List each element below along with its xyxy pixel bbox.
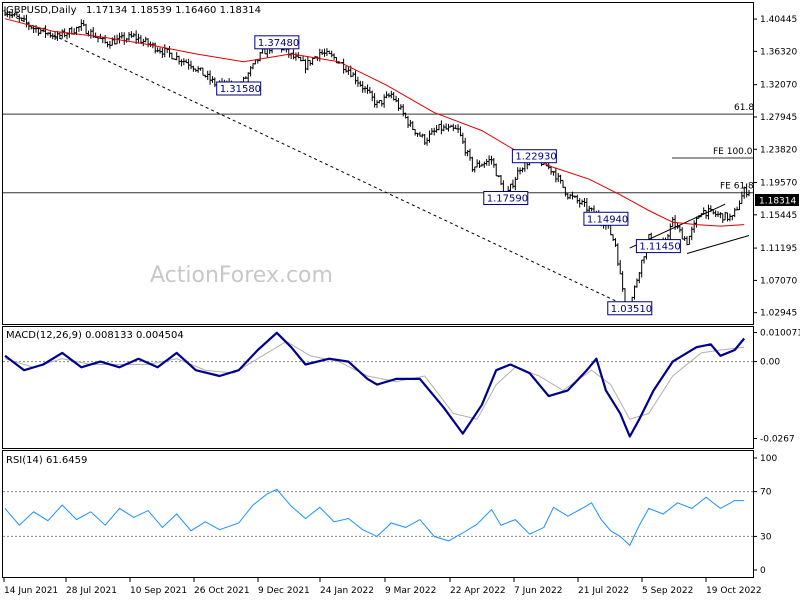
x-tick-label: 14 Jun 2021	[4, 586, 58, 596]
rsi-levels	[3, 491, 753, 537]
x-tick-label: 22 Apr 2022	[450, 586, 506, 596]
channel-lower	[686, 235, 750, 255]
swing-label-box	[216, 81, 262, 96]
trend-lines	[4, 11, 750, 309]
rsi-line	[4, 488, 745, 547]
price-bars	[3, 6, 751, 315]
swing-label-box	[635, 239, 681, 254]
swing-label: 1.11450	[635, 239, 681, 254]
rsi-tick-label: 0	[760, 566, 766, 576]
x-tick-label: 24 Jan 2022	[320, 586, 374, 596]
swing-label-text: 1.37480	[258, 38, 299, 49]
macd-lines	[4, 331, 746, 438]
macd-tick-label: 0.00	[760, 358, 780, 368]
swing-label-text: 1.31580	[220, 84, 261, 95]
x-tick-label: 5 Sep 2022	[642, 586, 693, 596]
current-price: 1.18314	[759, 197, 796, 207]
swing-label-text: 1.11450	[639, 242, 680, 253]
price-tick-label: 1.19570	[760, 179, 797, 189]
macd-title: MACD(12,26,9) 0.008133 0.004504	[6, 330, 184, 341]
rsi-panel-frame	[2, 450, 754, 578]
macd-panel-frame	[2, 326, 754, 449]
macd-main	[4, 331, 746, 438]
x-tick-label: 28 Jul 2021	[66, 586, 117, 596]
price-tick-label: 1.23820	[760, 145, 797, 155]
swing-label: 1.37480	[254, 35, 300, 50]
fib-61-8-label: 61.8	[734, 103, 754, 113]
swing-label-text: 1.22930	[515, 152, 556, 163]
swing-label-box	[607, 301, 653, 316]
swing-label-box	[254, 35, 300, 50]
swing-label: 1.03510	[607, 301, 653, 316]
swing-label: 1.31580	[216, 81, 262, 96]
x-tick-label: 7 Jun 2022	[514, 586, 562, 596]
current-price-tag	[755, 194, 799, 206]
watermark: ActionForex.com	[150, 263, 333, 288]
swing-label: 1.17590	[483, 191, 529, 206]
price-tick-label: 1.11195	[760, 244, 797, 254]
swing-label-box	[483, 191, 529, 206]
x-axis: 14 Jun 2021 28 Jul 2021 10 Sep 2021 26 Oct …	[3, 578, 762, 596]
x-tick-label: 26 Oct 2021	[194, 586, 250, 596]
rsi-axis: 100 70 30 0	[753, 454, 777, 576]
price-tick-label: 1.40445	[760, 15, 797, 25]
swing-label-box	[583, 211, 629, 226]
ma-line	[4, 18, 745, 227]
macd-tick-label: -0.0267	[760, 434, 795, 444]
price-tick-label: 1.07070	[760, 276, 797, 286]
swing-labels: 1.37480 1.31580 1.22930 1.17590 1.14940 1.114…	[216, 35, 681, 316]
moving-average	[4, 18, 745, 227]
fe-100-label: FE 100.0	[713, 147, 753, 157]
ohlc-label: 1.17134 1.18539 1.16460 1.18314	[86, 5, 261, 16]
price-tick-label: 1.27945	[760, 113, 797, 123]
rsi-title: RSI(14) 61.6459	[6, 455, 87, 466]
macd-axis: 0.010071 0.00 -0.0267	[753, 329, 800, 444]
macd-tick-label: 0.010071	[760, 329, 800, 339]
swing-label-box	[511, 149, 557, 164]
x-tick-label: 9 Dec 2021	[258, 586, 310, 596]
price-tick-label: 1.02945	[760, 309, 797, 319]
x-tick-label: 9 Mar 2022	[385, 586, 436, 596]
fe-61-8-label: FE 61.8	[720, 182, 754, 192]
downtrend-line	[4, 11, 630, 309]
price-axis: 1.40445 1.36320 1.32070 1.27945 1.23820 1.195…	[753, 15, 797, 319]
rsi-tick-label: 100	[760, 454, 777, 464]
swing-label: 1.14940	[583, 211, 629, 226]
swing-label: 1.22930	[511, 149, 557, 164]
symbol-label: GBPUSD,Daily	[6, 5, 77, 16]
swing-label-text: 1.03510	[611, 304, 652, 315]
price-tick-label: 1.36320	[760, 47, 797, 57]
macd-signal	[4, 340, 745, 420]
x-tick-label: 10 Sep 2021	[130, 586, 187, 596]
price-tick-label: 1.15445	[760, 211, 797, 221]
rsi-main	[4, 488, 745, 547]
swing-label-text: 1.14940	[587, 214, 628, 225]
price-levels: 61.8 FE 61.8 FE 100.0	[3, 103, 754, 194]
rsi-tick-label: 70	[760, 488, 772, 498]
x-tick-label: 21 Jul 2022	[578, 586, 629, 596]
rsi-tick-label: 30	[760, 532, 772, 542]
price-tick-label: 1.32070	[760, 81, 797, 91]
x-tick-label: 19 Oct 2022	[706, 586, 762, 596]
swing-label-text: 1.17590	[487, 194, 528, 205]
price-panel-frame	[2, 2, 754, 325]
